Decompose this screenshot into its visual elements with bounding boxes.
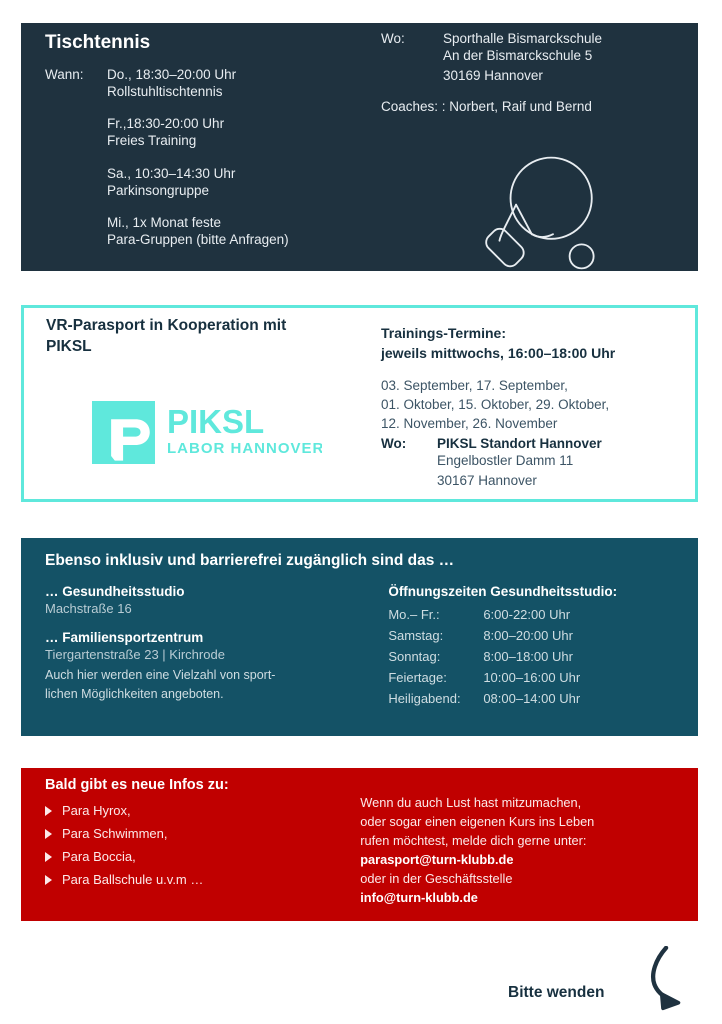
svg-text:PIKSL: PIKSL bbox=[167, 403, 264, 440]
svg-text:LABOR HANNOVER: LABOR HANNOVER bbox=[167, 440, 322, 457]
